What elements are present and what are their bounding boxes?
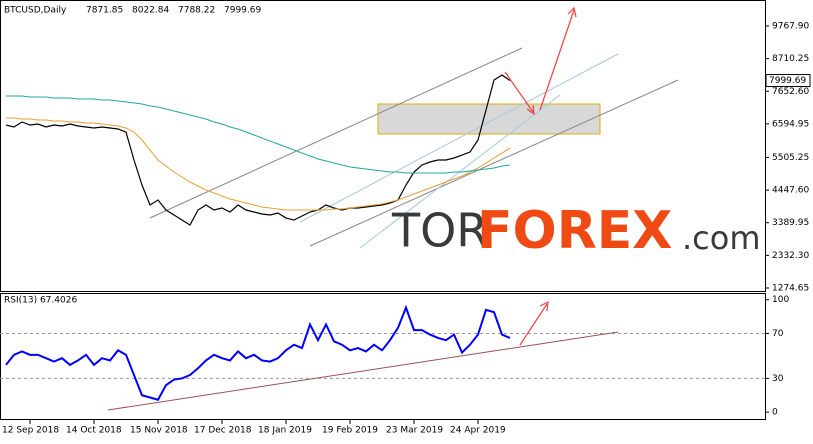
x-tick-label: 24 Apr 2019 [450,426,506,436]
series-line [6,117,511,211]
watermark-text: TOR [391,204,488,258]
main-frame [0,0,766,292]
ohlc-value: 7871.85 [86,6,123,16]
x-tick-label: 12 Sep 2018 [2,426,59,436]
y-tick-label: 7652.60 [772,87,809,97]
x-tick-label: 17 Dec 2018 [194,426,252,436]
y-tick-label: 1274.65 [772,284,809,294]
channel-line [359,94,561,249]
x-tick-label: 19 Feb 2019 [322,426,378,436]
x-tick-label: 18 Jan 2019 [258,426,312,436]
x-tick-label: 15 Nov 2018 [130,426,188,436]
rsi-frame [0,293,766,420]
y-tick-label: 70 [772,329,784,339]
price-tag [765,74,811,88]
y-tick-label: 0 [772,408,778,418]
ohlc-value: 7999.69 [224,6,261,16]
y-tick-label: 2332.30 [772,251,809,261]
arrow [504,71,534,113]
series-line [5,74,511,226]
y-tick-label: 30 [772,374,784,384]
y-tick-label: 3389.95 [772,218,809,228]
watermark-text: FOREX [477,201,672,261]
price-tag-label: 7999.69 [769,76,806,86]
ohlc-value: 7788.22 [178,6,215,16]
series-line [5,304,511,401]
arrow-head [567,6,577,18]
arrow [519,303,548,346]
rsi-trend-line [107,331,619,411]
ohlc-value: 8022.84 [132,6,169,16]
rsi-title: RSI(13) 67.4026 [4,296,77,306]
y-tick-label: 8710.25 [772,54,809,64]
y-tick-label: 4447.60 [772,186,809,196]
channel-line [149,47,523,219]
y-tick-label: 100 [772,295,789,305]
arrow-head [539,300,549,312]
chart-title: BTCUSD,Daily [4,6,67,16]
channel-line [309,79,679,247]
watermark: TOR FOREX .com [391,201,761,261]
arrows [504,6,577,346]
x-tick-label: 23 Mar 2019 [386,426,443,436]
watermark-text: .com [682,219,761,257]
arrow [539,9,575,111]
y-tick-label: 9767.90 [772,22,809,32]
y-tick-label: 5505.25 [772,153,809,163]
zone [377,103,601,135]
arrow-head [526,104,535,116]
y-tick-label: 6594.95 [772,119,809,129]
series-line [6,95,511,174]
channel-line [299,53,619,223]
x-tick-label: 14 Oct 2018 [66,426,122,436]
